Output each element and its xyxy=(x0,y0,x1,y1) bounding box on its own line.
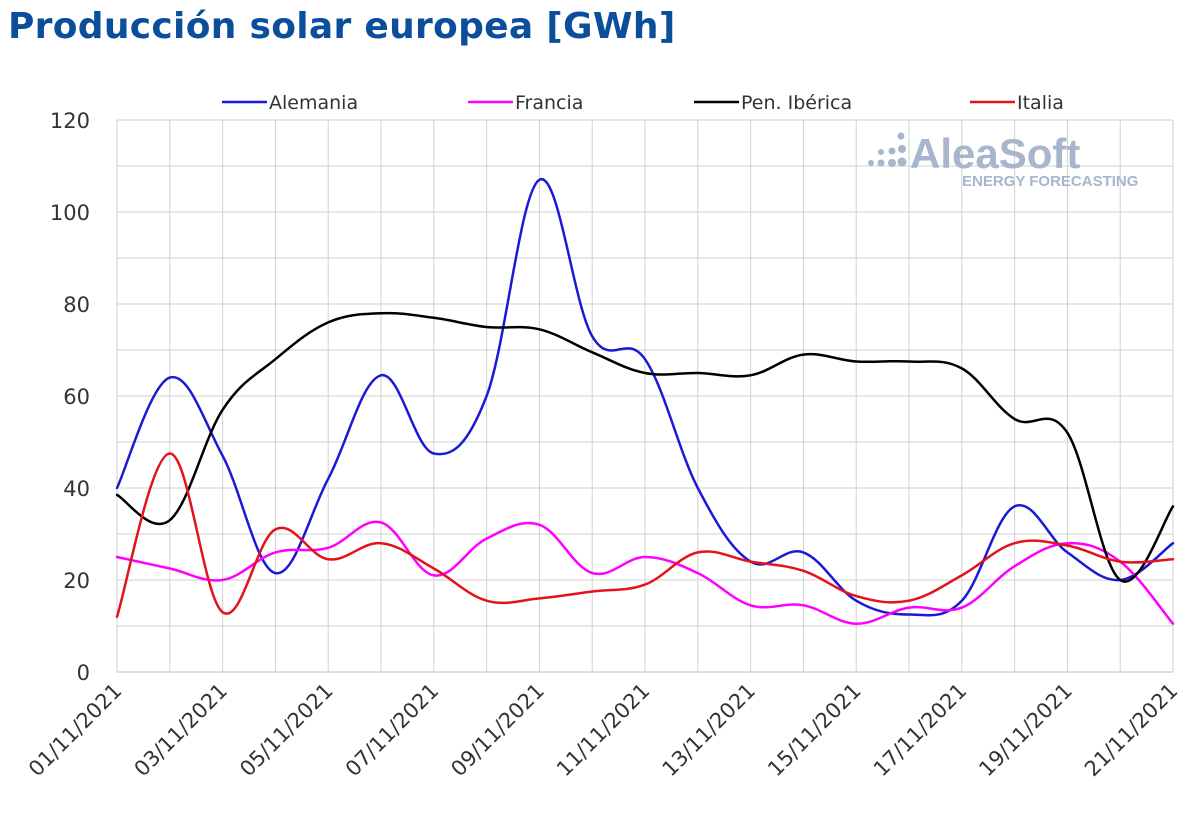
x-tick-label: 11/11/2021 xyxy=(552,679,655,782)
series-line-francia xyxy=(115,520,1175,625)
grid xyxy=(116,119,1174,673)
series-line-alemania xyxy=(115,178,1175,617)
legend-label-francia: Francia xyxy=(515,92,583,114)
x-tick-label: 05/11/2021 xyxy=(235,679,338,782)
series-lines xyxy=(115,178,1175,625)
x-tick-label: 01/11/2021 xyxy=(24,679,127,782)
logo-dots-icon xyxy=(868,132,907,167)
x-axis-ticks: 01/11/2021 03/11/2021 05/11/2021 07/11/2021… xyxy=(24,679,1183,782)
logo-sub-text: ENERGY FORECASTING xyxy=(962,173,1138,190)
chart-title: Producción solar europea [GWh] xyxy=(8,6,676,47)
aleasoft-logo: AleaSoft ENERGY FORECASTING xyxy=(868,130,1138,190)
x-tick-label: 17/11/2021 xyxy=(869,679,972,782)
x-tick-label: 15/11/2021 xyxy=(763,679,866,782)
x-tick-label: 07/11/2021 xyxy=(341,679,444,782)
series-line-pen-iberica xyxy=(115,311,1175,583)
x-tick-label: 09/11/2021 xyxy=(446,679,549,782)
y-tick-label: 40 xyxy=(63,477,90,501)
legend: Alemania Francia Pen. Ibérica Italia xyxy=(222,92,1064,114)
x-tick-label: 13/11/2021 xyxy=(658,679,761,782)
series-line-italia xyxy=(115,452,1175,619)
x-tick-label: 21/11/2021 xyxy=(1080,679,1183,782)
legend-label-pen-iberica: Pen. Ibérica xyxy=(741,92,852,114)
legend-label-italia: Italia xyxy=(1017,92,1064,114)
y-tick-label: 20 xyxy=(63,569,90,593)
x-tick-label: 03/11/2021 xyxy=(130,679,233,782)
logo-main-text: AleaSoft xyxy=(910,130,1080,177)
y-tick-label: 80 xyxy=(63,293,90,317)
legend-label-alemania: Alemania xyxy=(269,92,358,114)
y-tick-label: 120 xyxy=(50,109,90,133)
y-axis-ticks: 0 20 40 60 80 100 120 xyxy=(50,109,90,685)
y-tick-label: 100 xyxy=(50,201,90,225)
y-tick-label: 60 xyxy=(63,385,90,409)
y-tick-label: 0 xyxy=(77,661,90,685)
x-tick-label: 19/11/2021 xyxy=(974,679,1077,782)
